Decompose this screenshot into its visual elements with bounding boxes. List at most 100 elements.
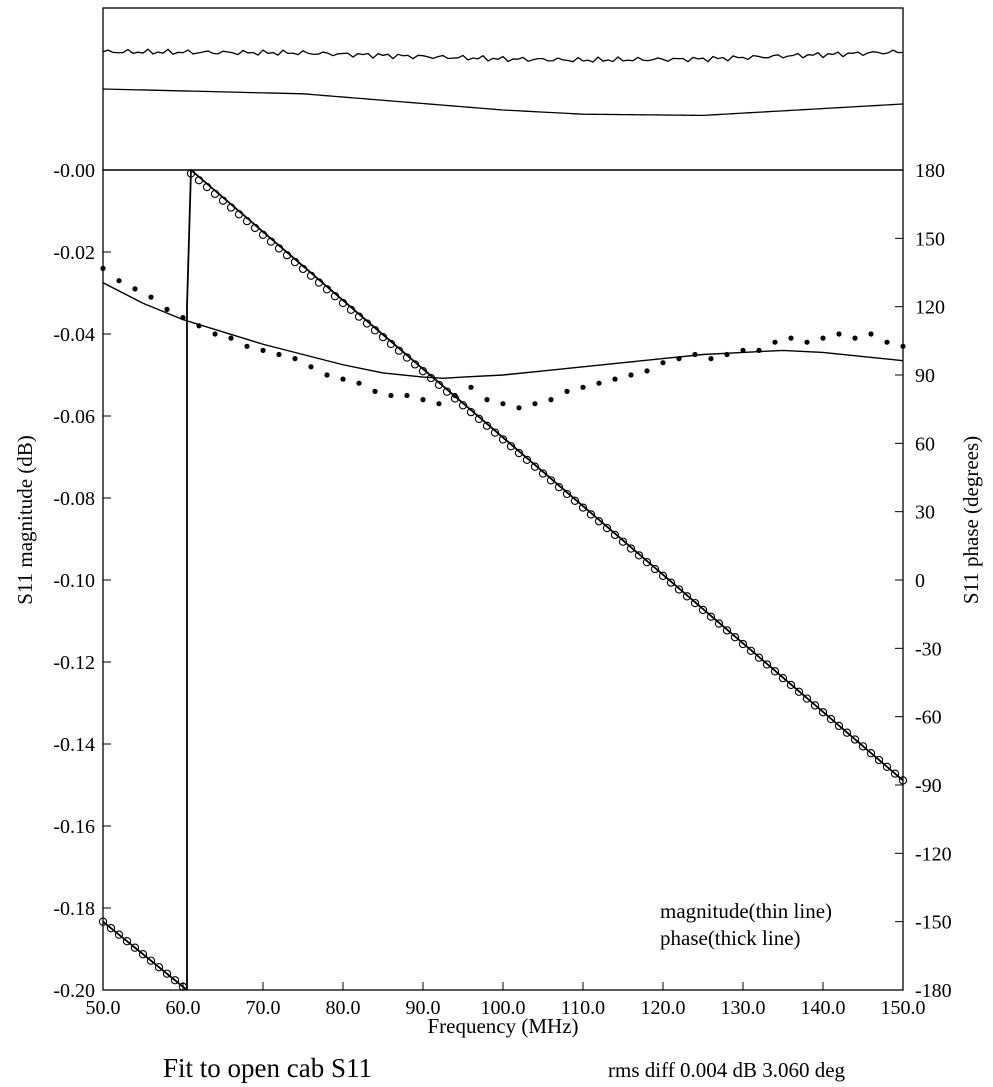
y-left-tick-label: -0.16 — [53, 816, 95, 838]
y-left-tick-label: -0.20 — [53, 980, 95, 1002]
phase-data-point — [722, 626, 732, 635]
phase-data-point — [826, 714, 836, 724]
magnitude-data-point — [244, 343, 250, 349]
magnitude-data-point — [740, 347, 746, 353]
phase-data-point — [706, 612, 716, 621]
x-tick-label: 150.0 — [881, 997, 926, 1019]
phase-data-point — [386, 339, 396, 349]
phase-data-point — [202, 182, 212, 192]
phase-data-point — [274, 244, 284, 253]
phase-data-point — [754, 653, 764, 662]
magnitude-data-point — [372, 388, 378, 394]
magnitude-data-point — [596, 380, 602, 386]
magnitude-data-point — [340, 376, 346, 382]
phase-data-point — [578, 503, 588, 512]
phase-data-point — [538, 469, 548, 478]
phase-data-point — [370, 326, 380, 335]
phase-data-point — [178, 982, 188, 991]
y-left-axis-ticks: -0.00 -0.02 -0.04 -0.06 -0.08 -0.10 -0.12 -0.14… — [53, 160, 111, 1002]
y-right-tick-label: -150 — [915, 912, 952, 934]
phase-data-point — [442, 387, 452, 396]
phase-data-point — [834, 721, 844, 731]
phase-residual-line — [102, 88, 904, 117]
phase-data-point — [330, 292, 340, 301]
phase-data-point — [874, 755, 884, 765]
magnitude-data-point — [260, 347, 266, 353]
phase-data-point — [562, 489, 572, 499]
y-left-tick-label: -0.02 — [53, 242, 95, 264]
y-right-tick-label: 90 — [915, 365, 935, 387]
magnitude-data-point — [196, 323, 202, 329]
phase-data-point — [738, 639, 748, 649]
caption-rms: rms diff 0.004 dB 3.060 deg — [608, 1058, 846, 1082]
magnitude-data-point — [820, 335, 826, 341]
magnitude-data-point — [516, 405, 522, 411]
phase-data-point — [458, 401, 468, 410]
magnitude-data-point — [660, 360, 666, 366]
phase-data-point — [498, 435, 508, 444]
phase-data-point — [658, 571, 668, 580]
magnitude-residual-line — [102, 48, 904, 63]
magnitude-data-point — [388, 392, 394, 399]
phase-data-point — [522, 455, 532, 465]
x-tick-label: 110.0 — [561, 997, 605, 1019]
magnitude-data-point — [612, 376, 618, 382]
phase-data-point — [746, 646, 756, 656]
phase-data-point — [354, 312, 364, 321]
phase-data-point — [298, 264, 308, 274]
x-tick-label: 70.0 — [246, 997, 281, 1019]
magnitude-data-point — [420, 397, 426, 403]
phase-data-point — [650, 564, 660, 574]
x-tick-label: 80.0 — [326, 997, 361, 1019]
phase-fit-line-high — [190, 169, 904, 782]
y-right-tick-label: 120 — [915, 297, 945, 319]
magnitude-data-point — [724, 351, 730, 358]
phase-data-point — [898, 776, 908, 785]
phase-data-point — [770, 667, 780, 676]
y-left-axis-label: S11 magnitude (dB) — [13, 435, 37, 605]
phase-data-point — [762, 660, 772, 669]
phase-data-point — [474, 414, 484, 424]
phase-data-point — [602, 523, 612, 533]
magnitude-data-point — [484, 397, 490, 403]
phase-data-point — [410, 360, 420, 369]
phase-data-point — [426, 373, 436, 383]
phase-data-point — [122, 937, 132, 946]
phase-data-point — [186, 169, 196, 178]
magnitude-data-point — [580, 384, 586, 390]
phase-data-point — [570, 496, 580, 505]
phase-data-point — [794, 687, 804, 696]
y-right-tick-label: 150 — [915, 228, 945, 250]
magnitude-data-point — [148, 294, 154, 300]
phase-data-point — [666, 578, 676, 587]
phase-data-point — [138, 950, 148, 959]
magnitude-fit-line — [102, 282, 904, 379]
magnitude-data-point — [356, 380, 362, 386]
phase-data-point — [434, 380, 444, 389]
phase-data-point — [778, 673, 788, 683]
magnitude-data-point — [132, 286, 138, 292]
magnitude-data-point — [756, 347, 762, 353]
phase-data-point — [514, 448, 524, 458]
magnitude-data-point — [468, 384, 474, 390]
legend-phase: phase(thick line) — [660, 926, 801, 950]
magnitude-data-point — [292, 356, 298, 362]
residual-series-group — [102, 48, 904, 117]
phase-data-point — [418, 367, 428, 376]
phase-data-point — [234, 210, 244, 219]
phase-data-point — [802, 694, 812, 703]
phase-wrap-line — [186, 169, 192, 990]
magnitude-data-point — [276, 351, 282, 358]
x-axis-ticks: 50.0 60.0 70.0 80.0 90.0 100.0 110.0 120.0 130.0… — [86, 982, 926, 1019]
y-right-tick-label: 60 — [915, 433, 935, 455]
phase-data-point — [394, 346, 404, 355]
y-right-tick-label: 30 — [915, 502, 935, 524]
magnitude-data-point — [868, 331, 874, 337]
phase-data-point — [258, 230, 268, 239]
magnitude-data-point — [884, 339, 890, 345]
phase-data-point — [594, 517, 604, 526]
residual-panel-frame — [102, 7, 904, 171]
magnitude-data-point — [404, 392, 410, 399]
phase-data-point — [402, 353, 412, 362]
y-right-axis-label: S11 phase (degrees) — [959, 436, 983, 604]
